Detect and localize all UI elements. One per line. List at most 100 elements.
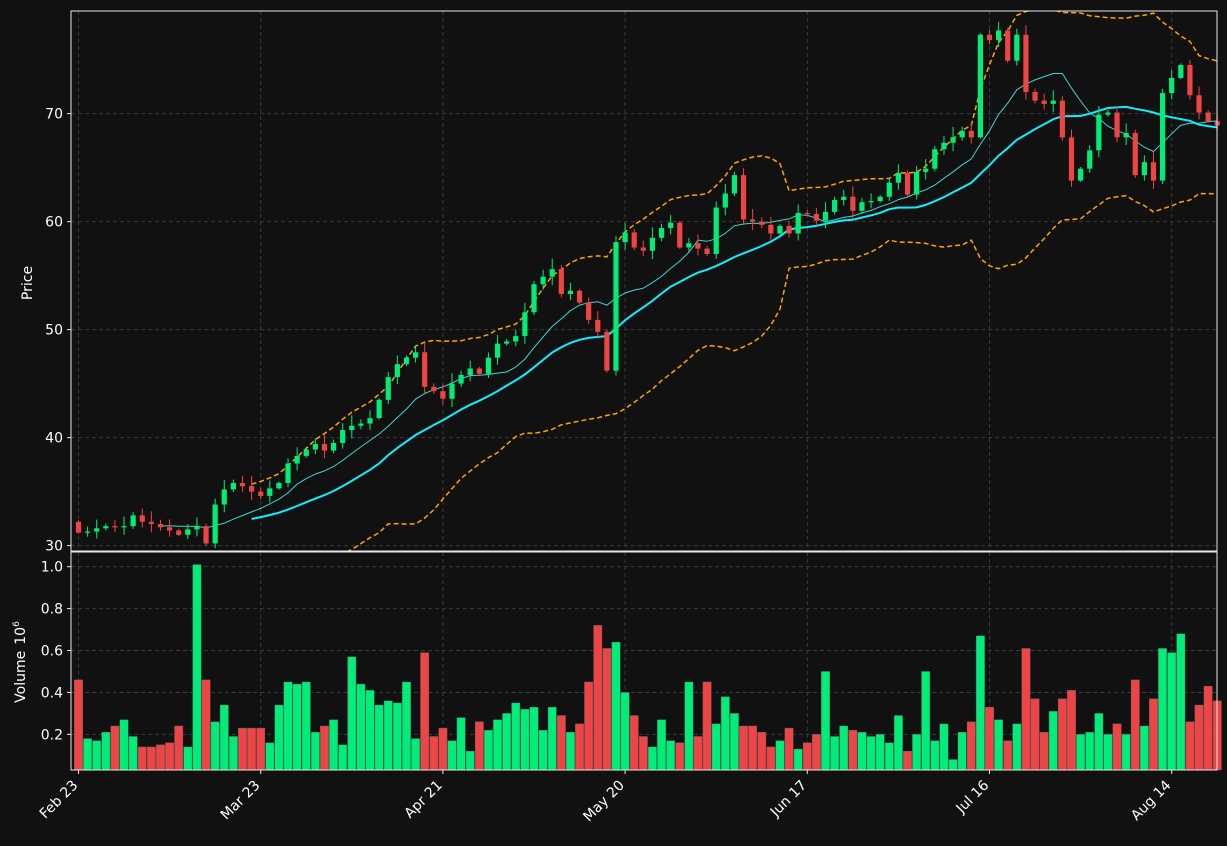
volume-bar [192,564,202,771]
volume-bar [420,652,430,771]
volume-bar [1194,704,1204,771]
candle-body [458,374,464,384]
candle-body [986,34,993,41]
candle-body [914,171,920,195]
volume-panel-frame [70,551,1218,771]
volume-bar [593,625,603,771]
volume-bar [1149,698,1158,771]
volume-bar [866,736,876,771]
candle-body [85,531,91,533]
volume-bar [1139,725,1149,771]
volume-bar [793,748,803,771]
candle-body [1114,112,1120,138]
volume-bar [301,681,311,771]
candle-body [167,527,173,531]
candle-body [658,228,665,238]
bollinger-lower [277,192,1217,551]
volume-bar [1048,711,1058,771]
volume-bar [775,740,785,771]
candle-body [1132,133,1138,176]
candle-body [1087,150,1093,169]
volume-bar [648,746,657,771]
volume-bar [1103,734,1113,771]
price-tick-label: 70 [45,107,63,123]
volume-bar [174,725,184,771]
volume-bar [110,725,120,771]
volume-bar [739,725,748,771]
candle-body [604,331,610,371]
volume-bar [128,736,138,771]
volume-bar [1039,732,1049,771]
volume-bar [1185,721,1195,771]
candle-body [139,515,145,522]
volume-bar [848,729,858,771]
volume-bar [939,723,949,771]
candle-body [157,524,164,528]
volume-bar [274,704,284,771]
candle-body [276,482,282,489]
candle-body [923,168,929,172]
volume-bar [365,690,375,771]
volume-bar [894,715,903,771]
candle-body [194,526,200,530]
volume-bar [438,727,448,771]
candle-body [1014,34,1020,61]
volume-tick-label: 0.4 [41,685,63,701]
volume-bar [620,692,630,771]
volume-bar [812,734,821,771]
volume-bar [347,656,357,771]
candle-body [941,142,947,150]
candle-body [786,225,792,234]
volume-label-text: Volume [13,651,29,703]
candle-body [494,343,501,358]
candle-body [777,225,783,234]
candle-body [1096,114,1102,151]
candle-body [349,425,355,431]
volume-bar [766,746,776,771]
volume-bar [1176,633,1186,771]
candle-body [959,130,965,138]
bollinger-upper [251,11,1217,485]
price-tick-label: 60 [45,215,63,231]
candle-body [586,302,592,320]
candle-body [631,232,637,248]
candle-body [1141,162,1147,176]
candle-body [121,526,127,528]
candle-body [822,211,829,221]
candle-body [640,247,646,251]
volume-bar [675,742,685,771]
candle-body [258,491,264,496]
candle-body [422,352,428,387]
candle-body [522,312,528,337]
candle-body [841,196,847,200]
candle-body [267,488,273,496]
candle-body [285,463,291,483]
volume-bar [547,706,557,771]
volume-bar [320,725,329,771]
candle-body [358,423,364,426]
volume-bar [228,736,238,771]
candle-body [130,515,136,527]
candle-body [531,284,537,313]
volume-bar [1121,734,1131,771]
volume-bar [101,732,111,771]
volume-bar [657,719,666,771]
candle-body [376,399,382,419]
candle-body [768,224,774,234]
candle-body [740,175,747,220]
volume-bar [219,704,229,771]
candle-body [1041,100,1047,104]
candle-body [576,290,583,303]
volume-bar [502,713,512,771]
volume-bar [392,702,402,771]
candle-body [850,196,856,211]
candle-body [558,269,564,294]
candle-body [549,269,555,277]
candle-body [340,430,346,443]
candle-body [148,521,154,524]
volume-bar [402,681,411,771]
candle-body [239,482,246,487]
candle-body [330,443,337,451]
volume-bar [292,683,302,771]
